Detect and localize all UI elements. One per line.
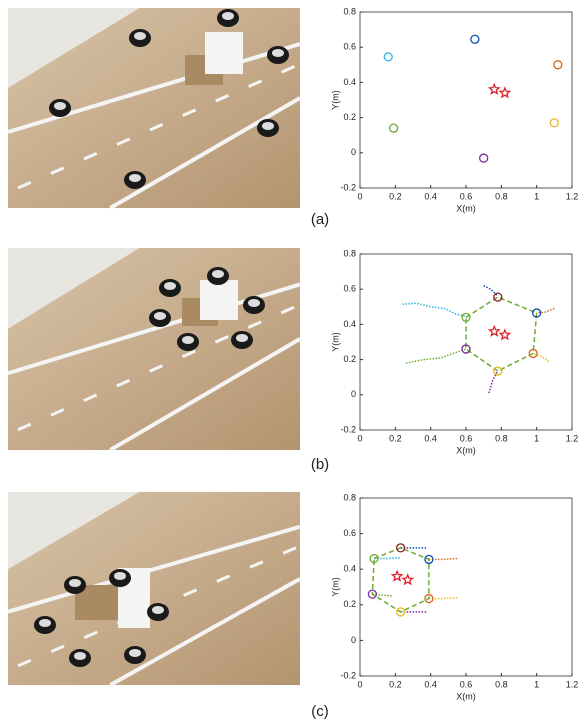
x-axis-label: X(m) xyxy=(456,691,476,701)
photo-robot-top xyxy=(154,312,166,320)
y-tick-label: 0.8 xyxy=(343,248,356,258)
panel-label: (a) xyxy=(311,211,329,228)
x-tick-label: 1.2 xyxy=(566,679,579,689)
y-tick-label: -0.2 xyxy=(340,424,356,434)
x-tick-label: 1 xyxy=(534,679,539,689)
y-axis-label: Y(m) xyxy=(330,577,340,597)
panel-label: (c) xyxy=(311,703,329,720)
y-tick-label: -0.2 xyxy=(340,670,356,680)
x-tick-label: 0 xyxy=(357,191,362,201)
photo-robot-top xyxy=(74,652,86,660)
panel-label: (b) xyxy=(311,456,329,473)
y-tick-label: 0.8 xyxy=(343,492,356,502)
x-tick-label: 0.2 xyxy=(389,679,402,689)
x-tick-label: 0.4 xyxy=(424,191,437,201)
y-axis-label: Y(m) xyxy=(330,332,340,352)
x-tick-label: 0.2 xyxy=(389,433,402,443)
photo-robot-top xyxy=(182,336,194,344)
y-tick-label: 0.2 xyxy=(343,599,356,609)
photo-robot-top xyxy=(54,102,66,110)
y-tick-label: 0 xyxy=(351,147,356,157)
x-tick-label: 1.2 xyxy=(566,191,579,201)
page: (a)00.20.40.60.811.2-0.200.20.40.60.8X(m… xyxy=(0,0,581,725)
photo xyxy=(8,492,300,685)
x-tick-label: 0.8 xyxy=(495,679,508,689)
photo-robot-top xyxy=(134,32,146,40)
photo-robot-top xyxy=(152,606,164,614)
x-tick-label: 0.6 xyxy=(460,679,473,689)
y-tick-label: 0.4 xyxy=(343,564,356,574)
y-tick-label: 0.6 xyxy=(343,284,356,294)
photo-robot-top xyxy=(248,299,260,307)
x-tick-label: 0.2 xyxy=(389,191,402,201)
x-axis-label: X(m) xyxy=(456,445,476,455)
x-tick-label: 0.4 xyxy=(424,679,437,689)
y-tick-label: -0.2 xyxy=(340,182,356,192)
x-tick-label: 1 xyxy=(534,433,539,443)
photo-box xyxy=(205,32,243,74)
x-tick-label: 0.6 xyxy=(460,191,473,201)
photo-robot-top xyxy=(164,282,176,290)
photo-robot-top xyxy=(236,334,248,342)
photo-robot-top xyxy=(114,572,126,580)
y-axis-label: Y(m) xyxy=(330,90,340,110)
plot-frame xyxy=(360,498,572,676)
x-tick-label: 1.2 xyxy=(566,433,579,443)
y-tick-label: 0.6 xyxy=(343,42,356,52)
x-tick-label: 0 xyxy=(357,679,362,689)
photo-box xyxy=(200,280,238,320)
y-tick-label: 0.4 xyxy=(343,319,356,329)
x-tick-label: 1 xyxy=(534,191,539,201)
photo-robot-top xyxy=(129,174,141,182)
y-tick-label: 0 xyxy=(351,635,356,645)
photo-robot-top xyxy=(262,122,274,130)
photo xyxy=(8,248,300,450)
photo-robot-top xyxy=(39,619,51,627)
y-tick-label: 0.8 xyxy=(343,6,356,16)
y-tick-label: 0.4 xyxy=(343,77,356,87)
y-tick-label: 0.6 xyxy=(343,528,356,538)
photo xyxy=(8,8,300,208)
x-tick-label: 0.8 xyxy=(495,191,508,201)
x-tick-label: 0.4 xyxy=(424,433,437,443)
y-tick-label: 0.2 xyxy=(343,112,356,122)
y-tick-label: 0.2 xyxy=(343,354,356,364)
photo-robot-top xyxy=(222,12,234,20)
x-tick-label: 0 xyxy=(357,433,362,443)
plot-frame xyxy=(360,12,572,188)
photo-robot-top xyxy=(69,579,81,587)
x-tick-label: 0.6 xyxy=(460,433,473,443)
plot-frame xyxy=(360,254,572,430)
photo-robot-top xyxy=(129,649,141,657)
figure: (a)00.20.40.60.811.2-0.200.20.40.60.8X(m… xyxy=(0,0,581,725)
y-tick-label: 0 xyxy=(351,389,356,399)
photo-robot-top xyxy=(212,270,224,278)
x-axis-label: X(m) xyxy=(456,203,476,213)
photo-robot-top xyxy=(272,49,284,57)
x-tick-label: 0.8 xyxy=(495,433,508,443)
